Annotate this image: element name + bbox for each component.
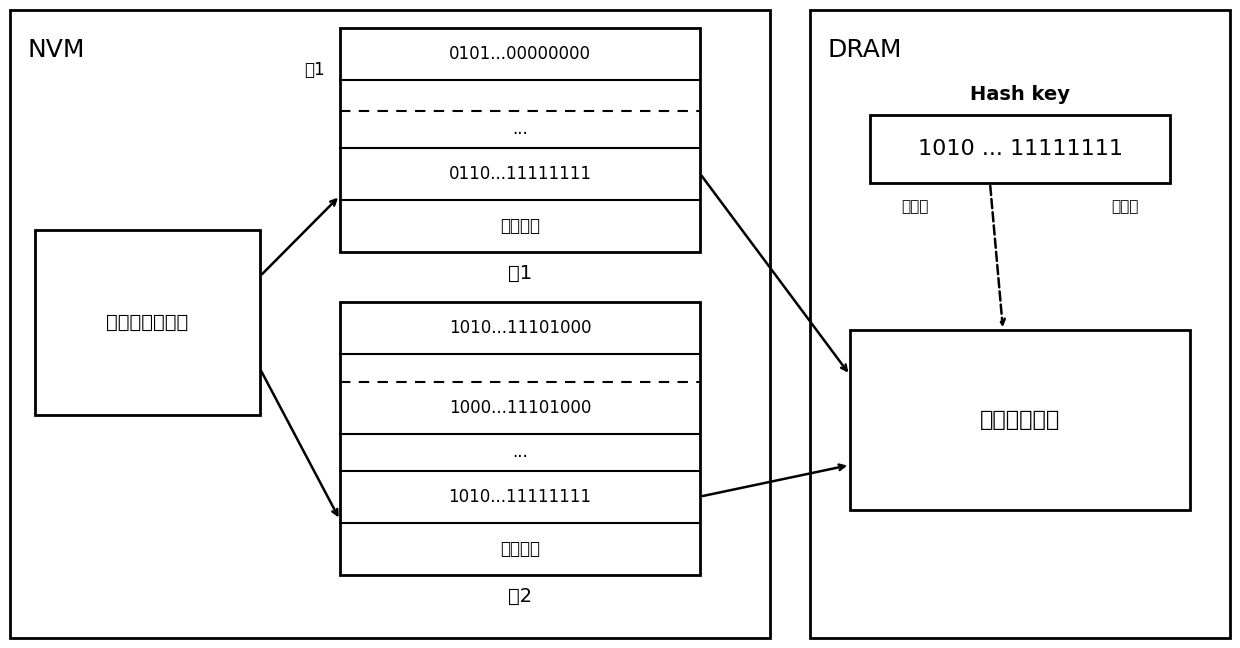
Text: NVM: NVM xyxy=(29,38,86,62)
Text: 数组结构目录: 数组结构目录 xyxy=(980,410,1060,430)
Text: ...: ... xyxy=(512,443,528,461)
Text: 1000...11101000: 1000...11101000 xyxy=(449,399,591,417)
Text: 桶索引: 桶索引 xyxy=(1111,200,1138,214)
Bar xyxy=(810,10,1230,638)
Bar xyxy=(870,115,1171,183)
Text: 0110...11111111: 0110...11111111 xyxy=(449,165,591,183)
Bar xyxy=(340,301,701,575)
Text: 1010 ... 11111111: 1010 ... 11111111 xyxy=(918,139,1122,159)
Text: 段1: 段1 xyxy=(508,264,532,283)
Text: 桶1: 桶1 xyxy=(304,61,325,78)
Bar xyxy=(35,230,260,415)
Bar xyxy=(340,28,701,251)
Text: ...: ... xyxy=(512,121,528,139)
Text: 段2: 段2 xyxy=(508,587,532,606)
Text: 1010...11111111: 1010...11111111 xyxy=(449,487,591,505)
Text: 后备区域: 后备区域 xyxy=(500,540,539,557)
Bar xyxy=(10,10,770,638)
Text: 后备区域: 后备区域 xyxy=(500,216,539,235)
Text: DRAM: DRAM xyxy=(828,38,903,62)
Text: Hash key: Hash key xyxy=(970,86,1070,104)
Text: 1010...11101000: 1010...11101000 xyxy=(449,319,591,336)
Text: 段索引: 段索引 xyxy=(901,200,929,214)
Bar xyxy=(849,330,1190,510)
Text: 基数树结构目录: 基数树结构目录 xyxy=(107,313,188,332)
Text: 0101...00000000: 0101...00000000 xyxy=(449,45,591,63)
